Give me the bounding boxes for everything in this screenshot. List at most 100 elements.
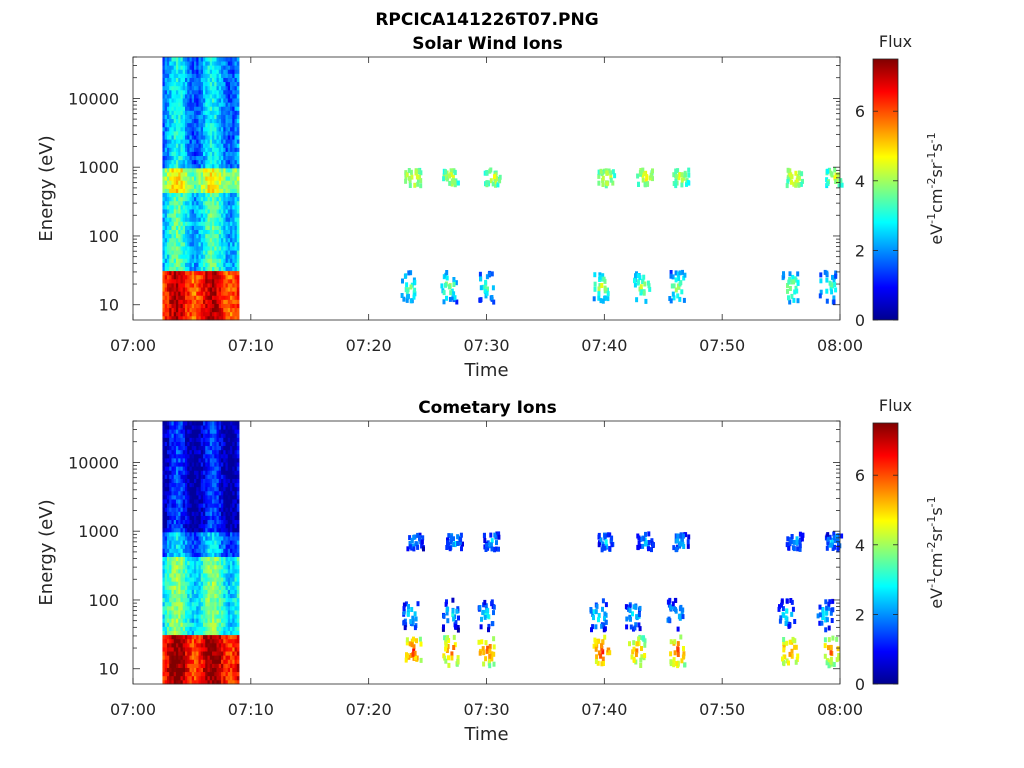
spectrogram-cell [166, 65, 170, 70]
spectrogram-cell [227, 93, 231, 99]
spectrogram-cell [203, 663, 206, 668]
spectrogram-cell [189, 647, 193, 652]
spectrogram-cell [182, 474, 186, 479]
burst-pixel [488, 653, 492, 659]
spectrogram-cell [175, 283, 179, 288]
spectrogram-cell [223, 93, 226, 99]
spectrogram-cell [178, 246, 181, 251]
burst-pixel [594, 642, 598, 648]
spectrogram-cell [227, 110, 231, 115]
spectrogram-cell [180, 441, 184, 447]
spectrogram-cell [227, 515, 231, 521]
spectrogram-cell [191, 568, 195, 574]
spectrogram-cell [200, 151, 204, 157]
spectrogram-cell [234, 638, 238, 644]
burst-pixel [601, 298, 605, 304]
spectrogram-cell [207, 556, 211, 562]
spectrogram-cell [164, 69, 168, 74]
spectrogram-cell [221, 679, 224, 685]
spectrogram-cell [187, 184, 190, 189]
spectrogram-cell [230, 172, 233, 177]
spectrogram-cell [189, 262, 193, 267]
spectrogram-cell [178, 544, 181, 549]
spectrogram-cell [230, 564, 233, 570]
spectrogram-cell [207, 93, 211, 99]
spectrogram-cell [164, 311, 168, 317]
spectrogram-cell [180, 98, 184, 103]
spectrogram-cell [194, 159, 197, 165]
spectrogram-cell [230, 618, 233, 623]
panel-0: 07:00 07:10 07:20 07:30 07:40 07:50 08:00Time1… [36, 32, 946, 381]
spectrogram-cell [212, 184, 215, 189]
spectrogram-cell [221, 250, 224, 255]
spectrogram-cell [214, 503, 217, 508]
spectrogram-cell [180, 593, 184, 599]
spectrogram-cell [214, 457, 217, 463]
spectrogram-cell [214, 77, 217, 83]
spectrogram-cell [223, 102, 226, 107]
spectrogram-cell [169, 425, 172, 430]
spectrogram-cell [191, 618, 195, 623]
spectrogram-cell [221, 106, 224, 111]
spectrogram-cell [227, 556, 231, 562]
spectrogram-cell [200, 593, 204, 599]
spectrogram-cell [223, 486, 226, 492]
spectrogram-cell [178, 622, 181, 627]
spectrogram-cell [162, 217, 166, 222]
spectrogram-cell [209, 457, 213, 463]
spectrogram-cell [218, 556, 222, 562]
spectrogram-cell [225, 155, 229, 161]
spectrogram-cell [196, 540, 199, 545]
spectrogram-cell [162, 287, 166, 292]
spectrogram-cell [203, 93, 206, 99]
spectrogram-cell [194, 478, 197, 484]
spectrogram-cell [214, 233, 217, 239]
spectrogram-cell [207, 196, 211, 202]
spectrogram-cell [236, 114, 240, 120]
spectrogram-cell [205, 585, 208, 590]
spectrogram-cell [216, 548, 220, 553]
spectrogram-cell [171, 577, 175, 582]
spectrogram-cell [196, 143, 199, 148]
spectrogram-cell [166, 679, 170, 685]
spectrogram-cell [187, 163, 190, 169]
spectrogram-cell [184, 564, 188, 570]
spectrogram-cell [173, 65, 177, 70]
spectrogram-cell [194, 246, 197, 251]
spectrogram-cell [196, 122, 199, 128]
spectrogram-cell [166, 523, 170, 529]
spectrogram-cell [225, 254, 229, 259]
spectrogram-cell [169, 548, 172, 553]
spectrogram-cell [164, 585, 168, 590]
spectrogram-cell [230, 421, 233, 426]
spectrogram-cell [207, 73, 211, 78]
spectrogram-cell [196, 118, 199, 124]
spectrogram-cell [191, 421, 195, 426]
spectrogram-cell [218, 536, 222, 541]
spectrogram-cell [166, 258, 170, 263]
spectrogram-cell [205, 507, 208, 512]
spectrogram-cell [214, 250, 217, 255]
spectrogram-cell [162, 626, 166, 631]
spectrogram-cell [209, 614, 213, 619]
spectrogram-cell [162, 667, 166, 673]
spectrogram-cell [225, 69, 229, 74]
spectrogram-cell [227, 433, 231, 438]
spectrogram-cell [234, 597, 238, 603]
spectrogram-cell [236, 577, 240, 582]
spectrogram-cell [189, 494, 193, 500]
spectrogram-cell [223, 593, 226, 599]
spectrogram-cell [236, 573, 240, 578]
spectrogram-cell [236, 470, 240, 475]
spectrogram-cell [230, 213, 233, 218]
spectrogram-cell [214, 490, 217, 496]
spectrogram-cell [216, 597, 220, 603]
spectrogram-cell [214, 213, 217, 218]
spectrogram-cell [162, 283, 166, 288]
spectrogram-cell [175, 172, 179, 177]
spectrogram-cell [203, 61, 206, 66]
spectrogram-cell [212, 315, 215, 321]
spectrogram-cell [214, 421, 217, 426]
spectrogram-cell [225, 540, 229, 545]
spectrogram-cell [205, 192, 208, 198]
